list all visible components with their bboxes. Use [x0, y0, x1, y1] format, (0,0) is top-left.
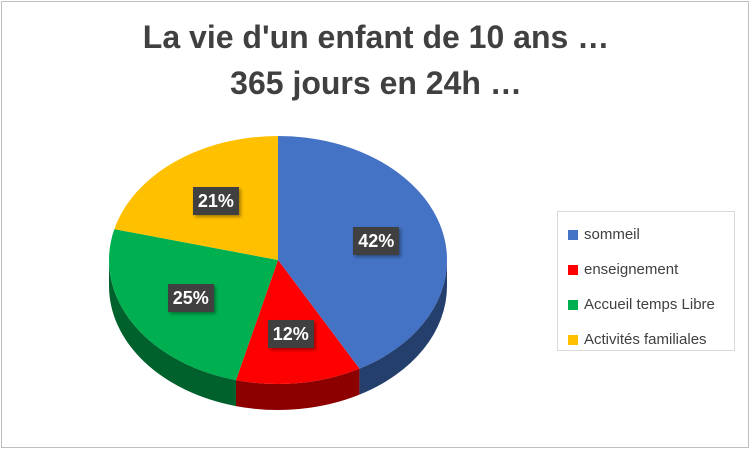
legend-swatch-accueil-temps-libre: [568, 299, 578, 310]
legend-item-enseignement: enseignement: [558, 252, 734, 287]
legend: sommeil enseignement Accueil temps Libre…: [557, 211, 735, 351]
pie-slice-side-1: [235, 368, 360, 410]
legend-swatch-enseignement: [568, 264, 578, 275]
legend-label: sommeil: [584, 226, 640, 243]
legend-label: enseignement: [584, 261, 679, 278]
data-label: 12%: [267, 319, 314, 348]
legend-item-activites-familiales: Activités familiales: [558, 322, 734, 357]
legend-swatch-activites-familiales: [568, 334, 578, 345]
legend-item-accueil-temps-libre: Accueil temps Libre: [558, 287, 734, 322]
legend-swatch-sommeil: [568, 229, 578, 240]
data-label: 21%: [192, 187, 239, 216]
pie-slice-side-0: [359, 260, 447, 395]
chart-title-line-1: La vie d'un enfant de 10 ans …: [142, 19, 610, 55]
legend-item-sommeil: sommeil: [558, 217, 734, 252]
data-label: 25%: [167, 283, 214, 312]
chart-title: La vie d'un enfant de 10 ans … 365 jours…: [0, 14, 752, 106]
chart-title-line-2: 365 jours en 24h …: [230, 65, 522, 101]
legend-label: Activités familiales: [584, 331, 707, 348]
data-label: 42%: [353, 227, 400, 256]
pie-slice-side-2: [109, 260, 236, 407]
legend-label: Accueil temps Libre: [584, 296, 715, 313]
